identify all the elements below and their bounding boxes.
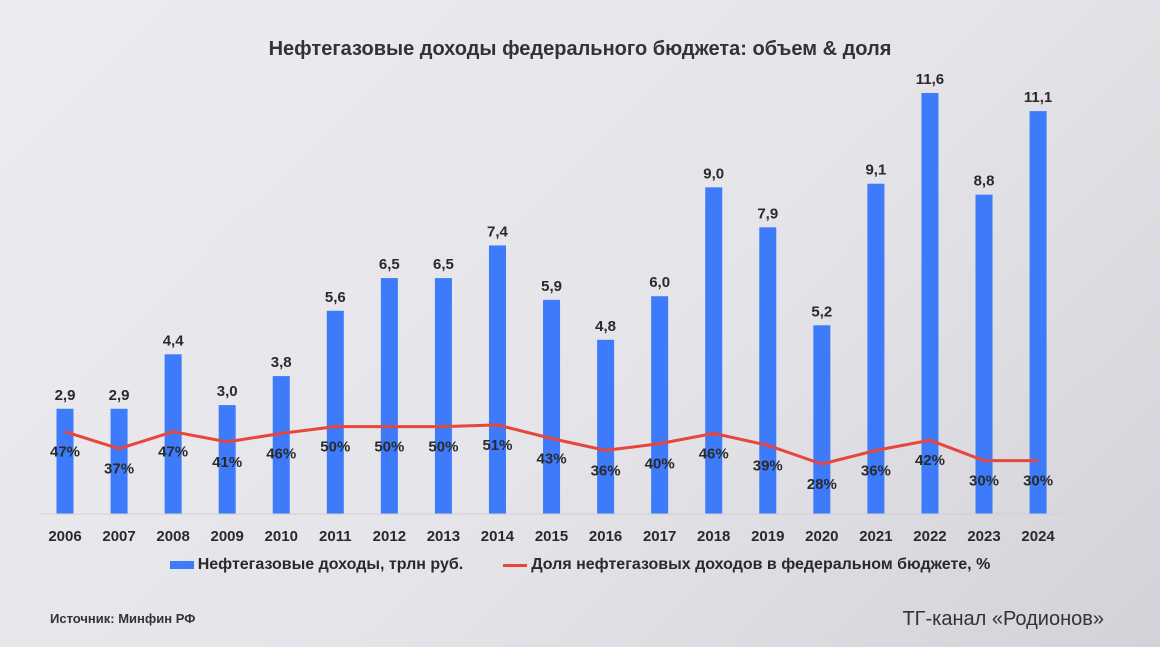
bar-value-label: 5,9 [541, 278, 562, 295]
bar [218, 405, 236, 514]
bar [813, 325, 831, 514]
x-tick-label: 2018 [697, 528, 730, 545]
x-tick-label: 2016 [589, 528, 622, 545]
bar-value-label: 4,4 [163, 332, 185, 349]
x-tick-label: 2013 [427, 528, 460, 545]
x-tick-label: 2020 [805, 528, 838, 545]
x-tick-label: 2021 [859, 528, 892, 545]
bar [975, 194, 993, 514]
legend-item-share: Доля нефтегазовых доходов в федеральном … [503, 556, 990, 574]
bar [597, 339, 615, 514]
bar [651, 296, 669, 514]
legend-item-revenue: Нефтегазовые доходы, трлн руб. [169, 556, 464, 574]
bar-value-label: 2,9 [55, 387, 76, 404]
x-tick-label: 2007 [102, 528, 135, 545]
share-value-label: 50% [428, 439, 458, 456]
bar [1029, 111, 1047, 515]
bar [380, 278, 398, 514]
share-value-label: 46% [699, 445, 729, 462]
x-tick-label: 2011 [319, 528, 352, 545]
bar-value-label: 7,9 [757, 205, 778, 222]
bar-value-label: 6,5 [379, 256, 400, 273]
bar-value-label: 3,8 [271, 354, 292, 371]
share-value-label: 51% [482, 437, 512, 454]
bar-value-label: 7,4 [487, 223, 509, 240]
x-tick-label: 2024 [1021, 528, 1055, 545]
bar-value-label: 8,8 [974, 173, 995, 190]
bar-value-label: 3,0 [217, 383, 238, 400]
x-tick-label: 2009 [210, 528, 243, 545]
bar [326, 310, 344, 514]
x-tick-label: 2015 [535, 528, 568, 545]
bar-value-label: 9,0 [703, 165, 724, 182]
share-value-label: 39% [753, 457, 783, 474]
bar [867, 183, 885, 514]
bar [110, 408, 128, 514]
x-tick-label: 2006 [48, 528, 81, 545]
x-tick-label: 2008 [156, 528, 189, 545]
legend: Нефтегазовые доходы, трлн руб. Доля нефт… [0, 556, 1160, 574]
legend-swatch-line [503, 563, 528, 567]
share-value-label: 47% [158, 444, 188, 461]
share-value-label: 28% [807, 476, 837, 493]
x-tick-label: 2022 [913, 528, 946, 545]
source-note: Источник: Минфин РФ [50, 611, 196, 626]
x-tick-label: 2012 [373, 528, 406, 545]
x-tick-label: 2014 [481, 528, 515, 545]
bar [759, 227, 777, 514]
bar [543, 299, 561, 514]
bar-value-label: 9,1 [865, 162, 886, 179]
bar [164, 354, 182, 514]
share-value-label: 50% [320, 439, 350, 456]
legend-label-share: Доля нефтегазовых доходов в федеральном … [531, 556, 991, 573]
bar-value-label: 2,9 [109, 387, 130, 404]
bar [56, 408, 74, 514]
bar-value-label: 4,8 [595, 318, 616, 335]
share-value-label: 30% [969, 473, 999, 490]
channel-credit: ТГ-канал «Родионов» [902, 608, 1104, 630]
chart-title: Нефтегазовые доходы федерального бюджета… [268, 38, 892, 60]
x-tick-label: 2019 [751, 528, 784, 545]
bar [272, 376, 290, 514]
share-value-label: 36% [861, 462, 891, 479]
x-tick-label: 2023 [967, 528, 1000, 545]
bar-value-label: 11,6 [916, 71, 944, 88]
x-tick-label: 2010 [265, 528, 298, 545]
bar [921, 93, 939, 514]
bar [488, 245, 506, 514]
bar [705, 187, 723, 515]
share-value-label: 30% [1023, 473, 1053, 490]
bar [434, 278, 452, 514]
bar-value-label: 6,5 [433, 256, 454, 273]
bar-value-label: 5,2 [811, 303, 832, 320]
share-value-label: 40% [645, 456, 675, 473]
bar-value-label: 11,1 [1024, 89, 1052, 106]
share-value-label: 37% [104, 461, 134, 478]
share-value-label: 42% [915, 452, 945, 469]
legend-swatch-bar [169, 561, 194, 569]
bar-value-label: 6,0 [649, 274, 670, 291]
share-value-label: 46% [266, 445, 296, 462]
legend-label-revenue: Нефтегазовые доходы, трлн руб. [197, 556, 464, 573]
share-value-label: 50% [374, 439, 404, 456]
share-value-label: 41% [212, 454, 242, 471]
bar-value-label: 5,6 [325, 289, 346, 306]
share-value-label: 43% [537, 451, 567, 468]
share-value-label: 47% [50, 444, 80, 461]
x-tick-label: 2017 [643, 528, 676, 545]
share-value-label: 36% [591, 462, 621, 479]
